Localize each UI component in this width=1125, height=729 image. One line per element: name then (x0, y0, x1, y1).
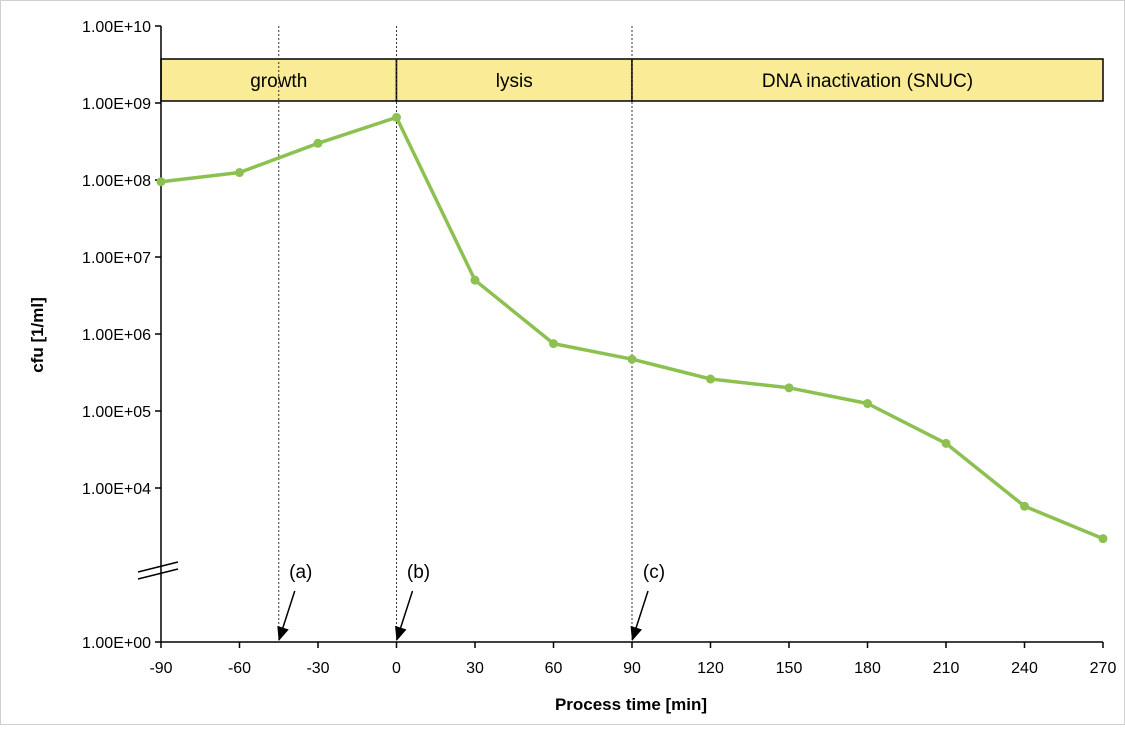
x-tick-label-11: 210 (933, 660, 960, 677)
y-tick-label-6: 1.00E+05 (82, 404, 151, 421)
x-tick-label-5: 30 (466, 660, 484, 677)
data-point-1-4 (392, 112, 401, 122)
data-point-1-10 (863, 399, 872, 409)
axis-break-mark-1 (137, 561, 179, 573)
data-point-1-7 (627, 354, 637, 364)
y-tick-label-8: 1.00E+00 (82, 635, 151, 652)
data-point-1-13 (1098, 534, 1108, 544)
x-tick-label-10: 180 (854, 660, 881, 677)
x-tick-label-6: 60 (545, 660, 563, 677)
marker-label-1: (a) (289, 562, 312, 583)
data-point-1-8 (706, 374, 715, 384)
marker-arrow-head-1 (277, 625, 289, 641)
y-tick-label-4: 1.00E+07 (82, 250, 151, 267)
marker-arrow-shaft-3 (634, 590, 649, 633)
x-tick-label-9: 150 (776, 660, 803, 677)
marker-arrow-shaft-1 (280, 590, 296, 633)
y-tick-label-3: 1.00E+08 (82, 173, 151, 190)
marker-label-3: (c) (643, 562, 665, 583)
x-tick-label-3: -30 (306, 660, 329, 677)
y-tick-label-7: 1.00E+04 (82, 481, 151, 498)
axis-break-mark-2 (137, 568, 179, 580)
x-tick-label-4: 0 (392, 660, 401, 677)
marker-arrow-shaft-2 (398, 590, 414, 633)
x-tick-label-7: 90 (623, 660, 641, 677)
x-axis-title: Process time [min] (555, 695, 707, 714)
data-point-1-11 (941, 438, 951, 448)
x-tick-label-12: 240 (1011, 660, 1038, 677)
phase-label-1: growth (250, 71, 307, 92)
data-point-1-5 (470, 275, 480, 285)
x-tick-label-1: -90 (149, 660, 172, 677)
y-axis-title: cfu [1/ml] (28, 297, 47, 373)
phase-label-3: DNA inactivation (SNUC) (762, 71, 973, 92)
y-tick-label-5: 1.00E+06 (82, 327, 151, 344)
phase-box-2 (395, 58, 633, 102)
y-tick-label-1: 1.00E+10 (82, 19, 151, 36)
phase-label-2: lysis (496, 71, 533, 92)
marker-arrow-head-2 (395, 625, 407, 641)
data-point-1-3 (313, 138, 323, 148)
y-tick-label-2: 1.00E+09 (82, 96, 151, 113)
marker-arrow-head-3 (630, 625, 642, 641)
data-point-1-1 (156, 177, 166, 187)
x-tick-label-13: 270 (1090, 660, 1117, 677)
marker-label-2: (b) (407, 562, 430, 583)
x-tick-label-2: -60 (228, 660, 251, 677)
data-point-1-2 (235, 168, 244, 178)
x-tick-label-8: 120 (697, 660, 724, 677)
data-point-1-9 (784, 383, 794, 393)
data-point-1-6 (549, 339, 558, 349)
data-point-1-12 (1020, 501, 1029, 511)
